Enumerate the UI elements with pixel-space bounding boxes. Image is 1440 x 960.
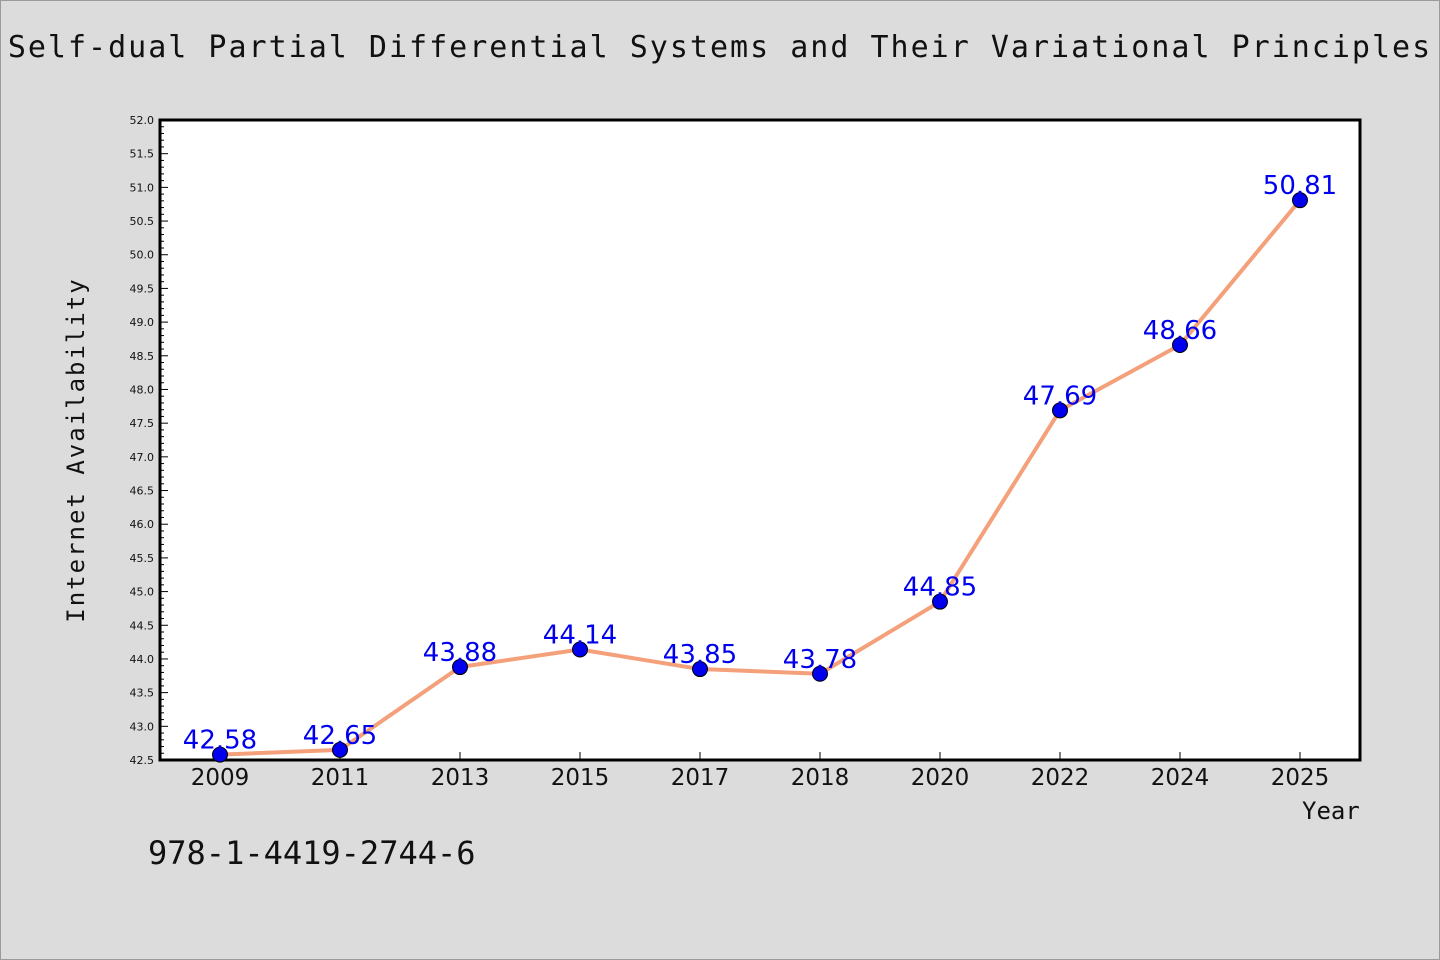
y-tick-label: 49.5 (130, 282, 155, 295)
y-tick-label: 46.5 (130, 485, 155, 498)
data-point (452, 659, 468, 676)
data-point (812, 665, 828, 682)
x-tick-label: 2011 (311, 765, 370, 791)
y-tick-label: 47.5 (130, 417, 155, 430)
y-tick-label: 46.0 (130, 518, 155, 531)
data-point (572, 641, 588, 658)
data-label: 43.88 (423, 638, 497, 668)
y-tick-label: 50.5 (130, 215, 155, 228)
data-labels: 42.58 42.65 43.88 44.14 43.85 43.78 44.85 47.69… (183, 171, 1337, 755)
series-line (219, 198, 1302, 757)
data-points (212, 192, 1308, 763)
data-label: 43.85 (663, 640, 737, 670)
data-point (212, 746, 228, 763)
x-tick-label: 2017 (671, 765, 730, 791)
x-tick-label: 2020 (911, 765, 970, 791)
y-tick-label: 42.5 (130, 754, 155, 767)
y-axis: 42.5 43.0 43.5 44.0 44.5 45.0 45.5 46.0 46.5 47.0… (130, 114, 168, 767)
y-tick-label: 47.0 (130, 451, 155, 464)
x-tick-label: 2018 (791, 765, 850, 791)
x-tick-label: 2015 (551, 765, 610, 791)
data-point (332, 741, 348, 758)
isbn-annotation: 978-1-4419-2744-6 (148, 834, 476, 872)
data-label: 44.85 (903, 573, 977, 603)
y-tick-label: 49.0 (130, 316, 155, 329)
y-tick-label: 48.5 (130, 350, 155, 363)
y-tick-label: 45.0 (130, 586, 155, 599)
x-tick-label: 2013 (431, 765, 490, 791)
x-tick-label: 2024 (1151, 765, 1210, 791)
y-tick-label: 45.5 (130, 552, 155, 565)
data-label: 43.78 (783, 645, 857, 675)
x-tick-label: 2009 (191, 765, 250, 791)
x-axis-label: Year (1302, 797, 1360, 825)
data-label: 50.81 (1263, 171, 1337, 201)
data-point (1292, 192, 1308, 209)
x-axis: 2009 2011 2013 2015 2017 2018 2020 2022 2024 2025 (191, 752, 1330, 791)
y-tick-label: 50.0 (130, 249, 155, 262)
data-label: 44.14 (543, 621, 617, 651)
y-tick-label: 51.0 (130, 181, 155, 194)
data-point (1052, 402, 1068, 419)
data-point (692, 661, 708, 678)
y-tick-label: 44.5 (130, 619, 155, 632)
x-tick-label: 2025 (1271, 765, 1330, 791)
chart-title: Self-dual Partial Differential Systems a… (7, 30, 1433, 65)
y-tick-label: 52.0 (130, 114, 155, 127)
y-tick-label: 51.5 (130, 148, 155, 161)
data-point (932, 593, 948, 610)
data-label: 47.69 (1023, 381, 1097, 411)
y-tick-label: 44.0 (130, 653, 155, 666)
x-tick-label: 2022 (1031, 765, 1090, 791)
data-label: 42.58 (183, 726, 257, 756)
plot-area (158, 118, 1362, 762)
data-point (1172, 337, 1188, 354)
data-label: 48.66 (1143, 316, 1217, 346)
y-tick-label: 43.0 (130, 720, 155, 733)
y-tick-label: 43.5 (130, 687, 155, 700)
data-label: 42.65 (303, 721, 377, 751)
y-tick-label: 48.0 (130, 383, 155, 396)
